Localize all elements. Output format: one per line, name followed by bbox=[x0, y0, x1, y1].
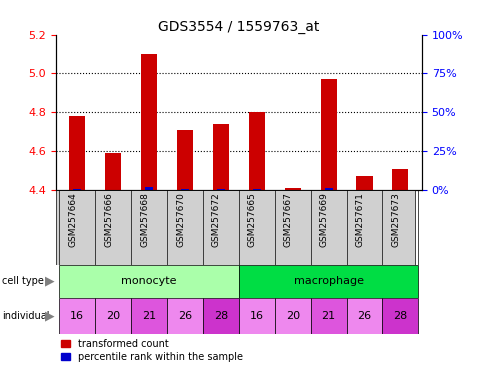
Bar bbox=[212, 124, 228, 190]
Text: 21: 21 bbox=[142, 311, 156, 321]
Bar bbox=[177, 130, 193, 190]
Bar bbox=[238, 265, 418, 298]
Text: 16: 16 bbox=[249, 311, 263, 321]
Text: GSM257665: GSM257665 bbox=[247, 192, 257, 247]
Text: 16: 16 bbox=[70, 311, 84, 321]
Bar bbox=[202, 298, 238, 334]
Bar bbox=[284, 188, 300, 190]
Bar bbox=[166, 298, 202, 334]
Text: 20: 20 bbox=[106, 311, 120, 321]
Text: GSM257666: GSM257666 bbox=[104, 192, 113, 247]
Bar bbox=[73, 189, 81, 190]
Legend: transformed count, percentile rank within the sample: transformed count, percentile rank withi… bbox=[60, 339, 242, 362]
Text: GSM257668: GSM257668 bbox=[140, 192, 149, 247]
Text: monocyte: monocyte bbox=[121, 276, 177, 286]
Text: GSM257673: GSM257673 bbox=[391, 192, 400, 247]
Bar bbox=[95, 298, 131, 334]
Title: GDS3554 / 1559763_at: GDS3554 / 1559763_at bbox=[158, 20, 319, 33]
Text: cell type: cell type bbox=[2, 276, 44, 286]
Bar bbox=[392, 169, 408, 190]
Bar bbox=[145, 187, 153, 190]
Bar bbox=[346, 298, 382, 334]
Text: GSM257671: GSM257671 bbox=[355, 192, 364, 247]
Text: 21: 21 bbox=[321, 311, 335, 321]
Bar bbox=[59, 265, 239, 298]
Text: ▶: ▶ bbox=[45, 275, 55, 288]
Bar bbox=[131, 298, 166, 334]
Bar bbox=[216, 189, 225, 190]
Text: 26: 26 bbox=[357, 311, 371, 321]
Text: GSM257667: GSM257667 bbox=[283, 192, 292, 247]
Bar bbox=[274, 298, 310, 334]
Bar bbox=[69, 116, 85, 190]
Text: ▶: ▶ bbox=[45, 310, 55, 322]
Bar bbox=[181, 189, 189, 190]
Bar bbox=[59, 298, 95, 334]
Bar bbox=[238, 298, 274, 334]
Bar bbox=[105, 153, 121, 190]
Bar bbox=[141, 54, 157, 190]
Text: 20: 20 bbox=[285, 311, 299, 321]
Bar bbox=[382, 298, 418, 334]
Text: GSM257664: GSM257664 bbox=[68, 192, 77, 247]
Text: macrophage: macrophage bbox=[293, 276, 363, 286]
Text: individual: individual bbox=[2, 311, 50, 321]
Text: 28: 28 bbox=[393, 311, 407, 321]
Text: GSM257670: GSM257670 bbox=[176, 192, 184, 247]
Bar bbox=[248, 113, 264, 190]
Bar bbox=[310, 298, 346, 334]
Bar bbox=[252, 189, 260, 190]
Bar bbox=[356, 177, 372, 190]
Bar bbox=[320, 79, 336, 190]
Text: 26: 26 bbox=[178, 311, 192, 321]
Bar bbox=[324, 188, 332, 190]
Text: GSM257672: GSM257672 bbox=[212, 192, 220, 247]
Text: GSM257669: GSM257669 bbox=[319, 192, 328, 247]
Text: 28: 28 bbox=[213, 311, 227, 321]
